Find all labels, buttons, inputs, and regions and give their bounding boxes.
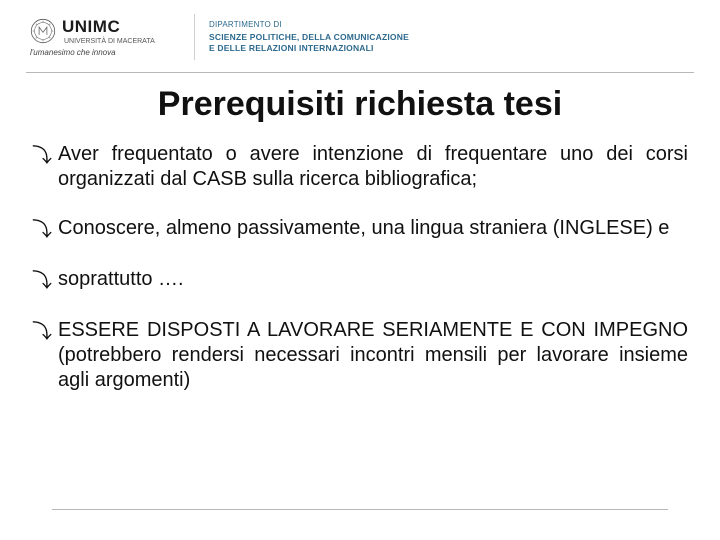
department-block: DIPARTIMENTO DI SCIENZE POLITICHE, DELLA… xyxy=(209,20,409,53)
bullet-item: ⤵ soprattutto …. xyxy=(32,267,688,294)
department-line1: SCIENZE POLITICHE, DELLA COMUNICAZIONE xyxy=(209,32,409,43)
department-label: DIPARTIMENTO DI xyxy=(209,20,409,30)
university-seal-icon xyxy=(30,18,56,44)
bullet-item: ⤵ Conoscere, almeno passivamente, una li… xyxy=(32,216,688,243)
slide-title: Prerequisiti richiesta tesi xyxy=(32,85,688,124)
university-name: UNIMC xyxy=(62,17,155,37)
university-subname: UNIVERSITÀ DI MACERATA xyxy=(64,38,155,45)
bullet-item: ⤵ Aver frequentato o avere intenzione di… xyxy=(32,142,688,192)
bullet-glyph-icon: ⤵ xyxy=(32,318,58,393)
university-logo-block: UNIMC UNIVERSITÀ DI MACERATA l'umanesimo… xyxy=(30,17,180,57)
bottom-rule xyxy=(52,509,668,510)
bullet-glyph-icon: ⤵ xyxy=(32,216,58,243)
header-divider xyxy=(194,14,195,60)
slide-content: Prerequisiti richiesta tesi ⤵ Aver frequ… xyxy=(0,73,720,393)
bullet-text: Aver frequentato o avere intenzione di f… xyxy=(58,142,688,192)
bullet-glyph-icon: ⤵ xyxy=(32,142,58,192)
bullet-text: soprattutto …. xyxy=(58,267,688,294)
bullet-glyph-icon: ⤵ xyxy=(32,267,58,294)
bullet-item: ⤵ ESSERE DISPOSTI A LAVORARE SERIAMENTE … xyxy=(32,318,688,393)
university-tagline: l'umanesimo che innova xyxy=(30,48,162,57)
logo-row: UNIMC UNIVERSITÀ DI MACERATA xyxy=(30,17,162,45)
bullet-text: Conoscere, almeno passivamente, una ling… xyxy=(58,216,688,243)
slide-header: UNIMC UNIVERSITÀ DI MACERATA l'umanesimo… xyxy=(0,0,720,72)
bullet-text: ESSERE DISPOSTI A LAVORARE SERIAMENTE E … xyxy=(58,318,688,393)
department-line2: E DELLE RELAZIONI INTERNAZIONALI xyxy=(209,43,409,54)
uni-name-wrap: UNIMC UNIVERSITÀ DI MACERATA xyxy=(62,17,155,45)
